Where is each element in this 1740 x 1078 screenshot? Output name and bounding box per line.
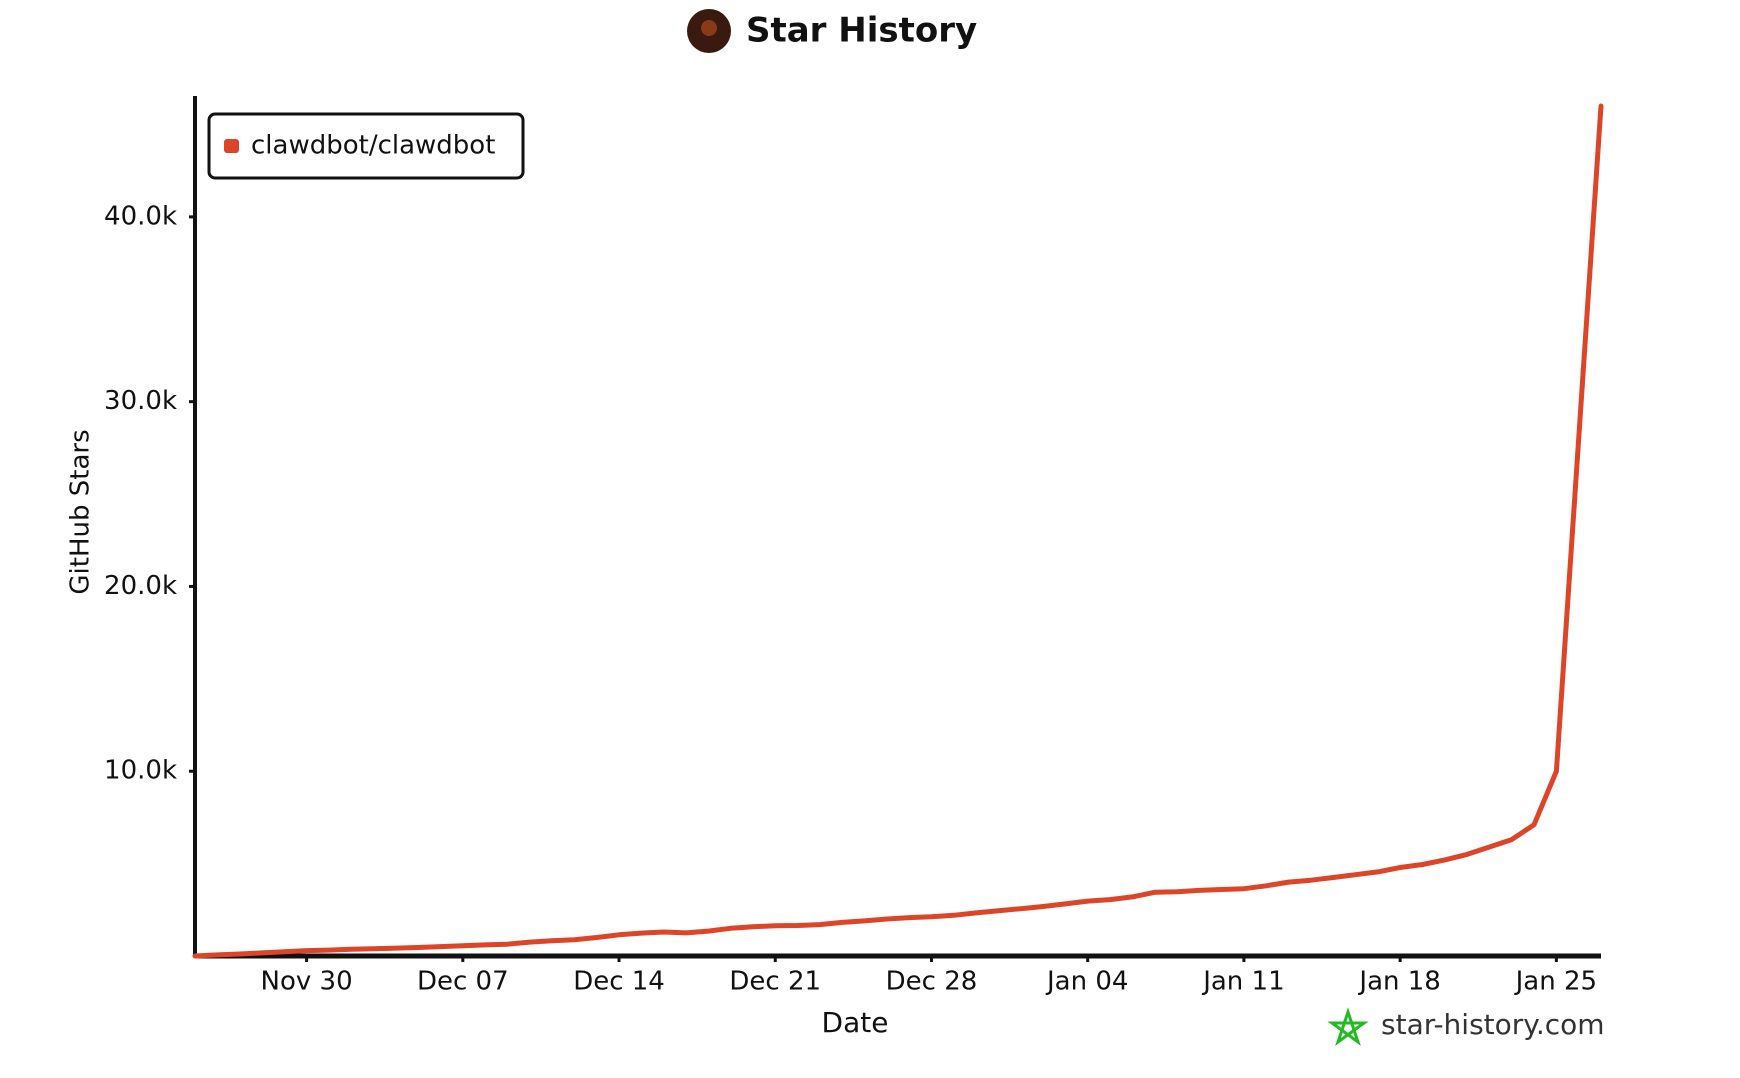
x-tick-label: Jan 25	[1514, 967, 1597, 997]
repo-avatar-detail	[701, 20, 717, 36]
x-tick-label: Jan 04	[1045, 967, 1128, 997]
watermark: star-history.com	[1381, 1008, 1605, 1041]
x-tick-label: Dec 14	[573, 967, 665, 997]
legend-box	[207, 112, 525, 180]
x-axis-label: Date	[822, 1006, 889, 1039]
y-tick-label: 20.0k	[104, 571, 177, 601]
x-tick-label: Dec 07	[417, 967, 509, 997]
y-tick-label: 30.0k	[104, 386, 177, 416]
x-tick-label: Nov 30	[261, 967, 353, 997]
y-axis-label: GitHub Stars	[66, 429, 96, 594]
legend-label: clawdbot/clawdbot	[251, 131, 495, 161]
x-tick-label: Jan 11	[1201, 967, 1284, 997]
watermark-icon	[1327, 1007, 1369, 1046]
x-tick-label: Jan 18	[1357, 967, 1440, 997]
x-tick-label: Dec 21	[729, 967, 821, 997]
chart-title: Star History	[746, 11, 977, 51]
x-tick-label: Dec 28	[886, 967, 978, 997]
series-line	[192, 103, 1604, 959]
y-tick-label: 40.0k	[104, 201, 177, 231]
legend-swatch	[224, 139, 239, 153]
y-tick-label: 10.0k	[104, 756, 177, 786]
